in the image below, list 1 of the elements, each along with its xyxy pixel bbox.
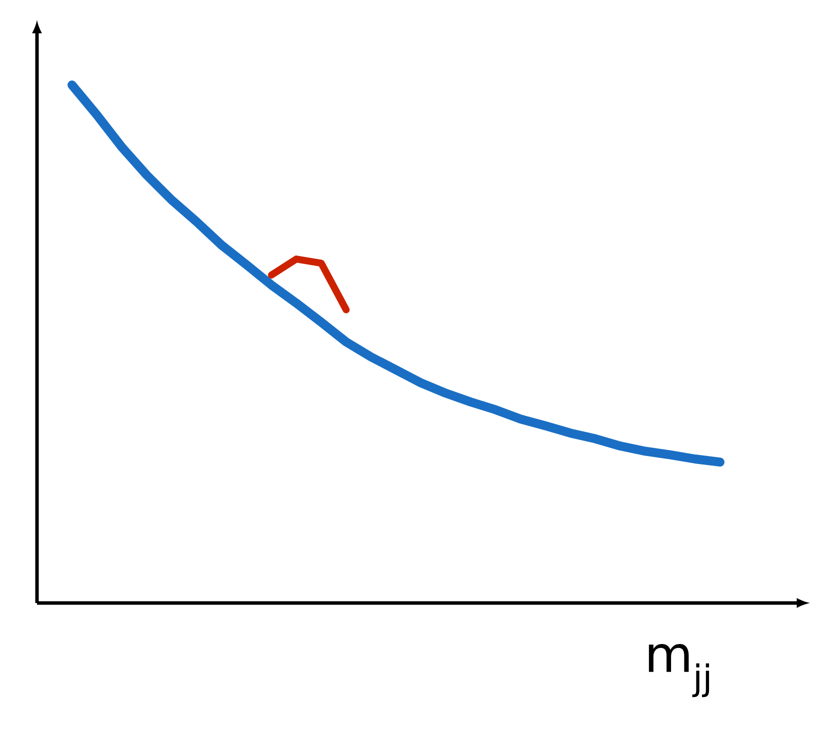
x-axis-title: m$_{jj}$: [648, 644, 710, 698]
